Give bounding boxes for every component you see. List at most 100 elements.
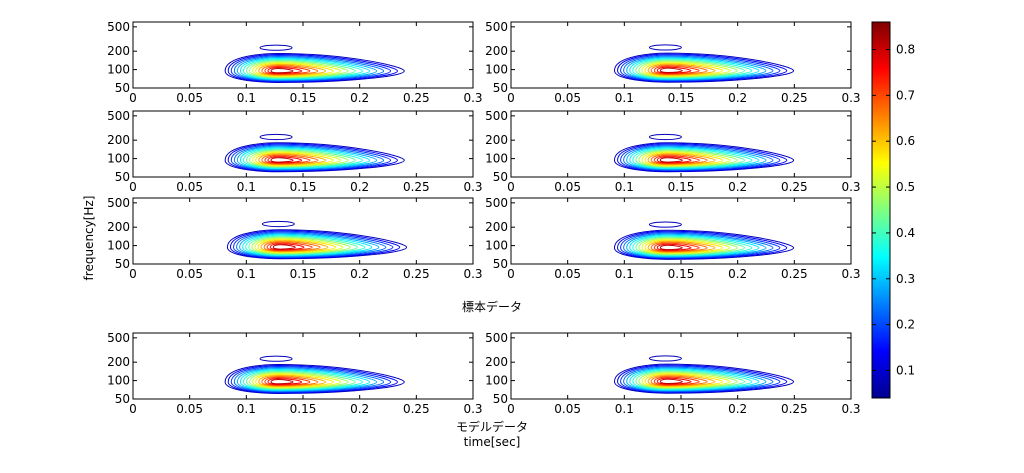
- y-tick-label: 200: [485, 355, 508, 369]
- contour-level: [230, 54, 392, 82]
- contour-level: [270, 157, 294, 163]
- contour-level: [632, 369, 753, 390]
- contour-level: [641, 61, 731, 77]
- colorbar-tick-label: 0.8: [896, 43, 915, 57]
- contour-level: [638, 237, 738, 255]
- x-tick-label: 0.2: [350, 91, 369, 105]
- contour-level: [629, 147, 760, 170]
- contour-level: [623, 55, 774, 81]
- x-tick-label: 0.1: [237, 402, 256, 416]
- y-tick-label: 200: [107, 355, 130, 369]
- contour-lines: [613, 44, 795, 83]
- x-tick-label: 0.1: [615, 180, 634, 194]
- contour-level: [659, 244, 683, 251]
- subplot-2: 0 0.05 0.1 0.15 0.2 0.25 0.3 50 100 200 500: [485, 20, 860, 105]
- contour-level: [226, 229, 408, 260]
- contour-level: [260, 240, 329, 253]
- contour-lines: [613, 221, 795, 260]
- contour-level: [641, 238, 731, 255]
- contour-level: [647, 63, 716, 76]
- contour-level: [236, 146, 378, 170]
- contour-level: [267, 156, 303, 164]
- x-tick-label: 0.1: [237, 180, 256, 194]
- contour-level: [224, 142, 405, 173]
- group-label-sample-data: 標本データ: [462, 299, 522, 314]
- contour-level: [650, 64, 708, 75]
- contour-level: [613, 363, 795, 394]
- contour-blob: [648, 44, 682, 51]
- contour-level: [626, 233, 767, 258]
- x-tick-label: 0.2: [350, 180, 369, 194]
- x-tick-label: 0: [507, 91, 515, 105]
- contour-level: [647, 153, 716, 166]
- contour-level: [266, 242, 313, 251]
- contour-lines: [613, 133, 795, 173]
- contour-level: [659, 67, 683, 74]
- contour-level: [227, 364, 398, 394]
- contour-level: [635, 370, 746, 390]
- y-tick-label: 500: [107, 20, 130, 34]
- y-axis-label: frequency[Hz]: [82, 196, 96, 281]
- x-tick-label: 0.1: [237, 267, 256, 281]
- contour-level: [626, 56, 767, 81]
- y-tick-label: 50: [493, 170, 508, 184]
- x-tick-label: 0.05: [554, 91, 581, 105]
- contour-level: [629, 234, 760, 257]
- x-tick-label: 0: [129, 267, 137, 281]
- y-tick-label: 100: [485, 374, 508, 388]
- contour-level: [617, 143, 788, 172]
- contour-level: [635, 149, 746, 168]
- x-tick-label: 0.25: [403, 180, 430, 194]
- x-tick-label: 0.3: [841, 180, 860, 194]
- contour-level: [617, 364, 788, 394]
- subplot-4: 0 0.05 0.1 0.15 0.2 0.25 0.3 50 100 200 500: [485, 109, 860, 194]
- contour-level: [227, 53, 398, 83]
- contour-level: [653, 242, 700, 252]
- x-tick-label: 0.2: [728, 180, 747, 194]
- contour-blob: [648, 133, 682, 141]
- contour-level: [644, 239, 724, 254]
- subplot-1: 0 0.05 0.1 0.15 0.2 0.25 0.3 50 100 200 500: [107, 20, 482, 105]
- contour-level: [656, 66, 692, 74]
- contour-lines: [224, 44, 405, 84]
- x-tick-label: 0.1: [615, 267, 634, 281]
- subplot-7: 0 0.05 0.1 0.15 0.2 0.25 0.3 50 100 200 500: [107, 331, 482, 416]
- contour-level: [252, 372, 342, 389]
- x-tick-label: 0.15: [290, 402, 317, 416]
- contour-level: [629, 57, 760, 80]
- y-tick-label: 500: [107, 331, 130, 345]
- contour-blob: [648, 355, 682, 362]
- contour-level: [632, 235, 753, 256]
- contour-blob: [259, 133, 293, 141]
- contour-level: [263, 241, 321, 252]
- contour-level: [246, 59, 356, 79]
- x-tick-label: 0.3: [841, 91, 860, 105]
- contour-lines: [613, 355, 795, 394]
- contour-level: [264, 376, 311, 386]
- x-tick-label: 0.05: [176, 91, 203, 105]
- contour-level: [653, 65, 700, 75]
- contour-level: [638, 60, 738, 78]
- x-tick-label: 0.3: [841, 402, 860, 416]
- contour-level: [644, 373, 724, 388]
- contour-level: [242, 234, 373, 257]
- x-tick-label: 0.05: [554, 267, 581, 281]
- contour-level: [270, 67, 294, 74]
- contour-level: [233, 145, 385, 171]
- contour-level: [656, 156, 692, 164]
- x-axis-label: time[sec]: [464, 435, 521, 449]
- subplot-6: 0 0.05 0.1 0.15 0.2 0.25 0.3 50 100 200 500: [485, 196, 860, 281]
- contour-level: [249, 150, 349, 168]
- x-tick-label: 0.25: [403, 402, 430, 416]
- contour-level: [623, 232, 774, 258]
- contour-level: [255, 152, 334, 166]
- contour-level: [623, 366, 774, 392]
- contour-level: [230, 365, 392, 393]
- x-tick-label: 0.2: [350, 402, 369, 416]
- x-tick-label: 0.05: [176, 180, 203, 194]
- contour-level: [246, 149, 356, 168]
- contour-level: [267, 66, 303, 74]
- x-tick-label: 0.1: [237, 91, 256, 105]
- contour-level: [656, 377, 692, 385]
